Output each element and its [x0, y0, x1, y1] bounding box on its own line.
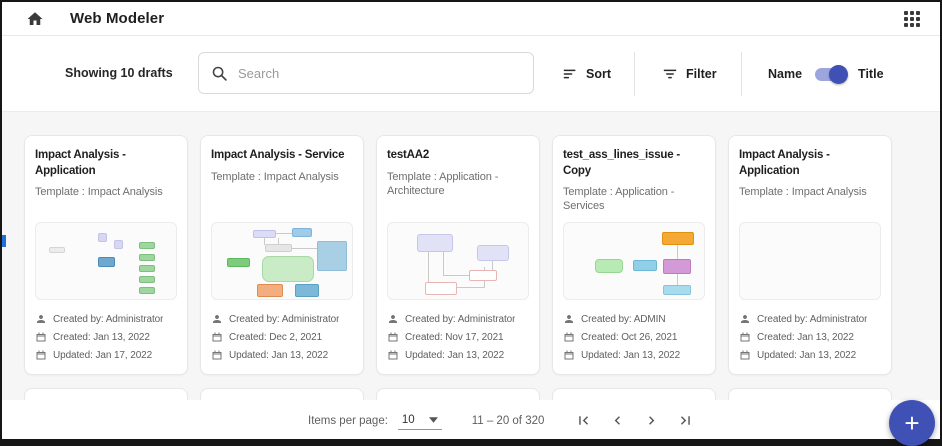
updated-text: Updated: Jan 17, 2022	[53, 349, 153, 361]
name-title-toggle-group: Name Title	[768, 59, 884, 89]
scroll-position-tick	[2, 235, 6, 247]
name-title-switch[interactable]	[815, 64, 849, 84]
sort-icon	[563, 69, 576, 79]
card-title: test_ass_lines_issue - Copy	[563, 149, 681, 177]
page-title: Web Modeler	[70, 10, 165, 27]
toggle-right-label: Title	[858, 67, 884, 81]
diagram-thumbnail	[739, 222, 881, 300]
diagram-thumbnail	[563, 222, 705, 300]
add-new-draft-button[interactable]: +	[889, 400, 935, 446]
sort-button[interactable]: Sort	[562, 59, 611, 89]
search-icon	[212, 66, 227, 81]
card-template: Template : Application - Architecture	[387, 170, 499, 197]
next-page-button[interactable]	[640, 410, 662, 432]
calendar-icon	[36, 350, 46, 360]
plus-icon: +	[904, 408, 920, 438]
card-title: Impact Analysis - Service	[211, 149, 345, 161]
draft-card[interactable]: test_ass_lines_issue - Copy Template : A…	[552, 135, 716, 375]
calendar-icon	[212, 332, 222, 342]
toolbar-divider	[634, 52, 635, 96]
diagram-thumbnail	[35, 222, 177, 300]
calendar-icon	[212, 350, 222, 360]
sort-label: Sort	[586, 67, 611, 81]
calendar-icon	[564, 350, 574, 360]
diagram-thumbnail	[387, 222, 529, 300]
switch-knob	[829, 64, 849, 84]
updated-text: Updated: Jan 13, 2022	[405, 349, 505, 361]
diagram-thumbnail	[211, 222, 353, 300]
cards-area: Impact Analysis - Application Template :…	[2, 111, 940, 446]
created-text: Created: Nov 17, 2021	[405, 331, 504, 343]
apps-grid-icon[interactable]	[904, 10, 920, 27]
created-by-text: Created by: Administrator	[229, 313, 340, 325]
created-text: Created: Jan 13, 2022	[53, 331, 150, 343]
first-page-button[interactable]	[572, 410, 594, 432]
updated-text: Updated: Jan 13, 2022	[757, 349, 857, 361]
calendar-icon	[36, 332, 46, 342]
toolbar-divider	[741, 52, 742, 96]
paginator-bar: Items per page: 10 11 – 20 of 320	[2, 400, 940, 441]
toggle-left-label: Name	[768, 67, 803, 81]
filter-icon	[663, 69, 677, 79]
updated-text: Updated: Jan 13, 2022	[229, 349, 329, 361]
card-template: Template : Application - Services	[563, 186, 675, 213]
card-template: Template : Impact Analysis	[211, 170, 339, 183]
last-page-button[interactable]	[674, 410, 696, 432]
chevron-left-icon	[614, 416, 620, 425]
search-input[interactable]	[238, 65, 521, 81]
calendar-icon	[740, 350, 750, 360]
person-icon	[741, 315, 749, 323]
app-header: Web Modeler	[2, 2, 940, 36]
created-by-text: Created by: Administrator	[757, 313, 868, 325]
created-by-text: Created by: ADMIN	[581, 313, 666, 325]
chevron-right-icon	[648, 416, 655, 425]
showing-drafts-text: Showing 10 drafts	[65, 66, 173, 80]
draft-card[interactable]: Impact Analysis - Service Template : Imp…	[200, 135, 364, 375]
person-icon	[37, 315, 45, 323]
filter-button[interactable]: Filter	[662, 59, 717, 89]
created-by-text: Created by: Administrator	[405, 313, 516, 325]
items-per-page-select[interactable]: 10	[397, 412, 442, 430]
card-template: Template : Impact Analysis	[35, 186, 163, 199]
page-range-text: 11 – 20 of 320	[471, 414, 545, 427]
draft-card[interactable]: Impact Analysis - Application Template :…	[728, 135, 892, 375]
calendar-icon	[388, 350, 398, 360]
calendar-icon	[564, 332, 574, 342]
card-template: Template : Impact Analysis	[739, 186, 867, 199]
dropdown-caret-icon	[428, 416, 438, 423]
created-text: Created: Jan 13, 2022	[757, 331, 854, 343]
person-icon	[565, 315, 573, 323]
person-icon	[389, 315, 397, 323]
previous-page-button[interactable]	[606, 410, 628, 432]
draft-card[interactable]: testAA2 Template : Application - Archite…	[376, 135, 540, 375]
card-title: Impact Analysis - Application	[35, 149, 126, 177]
items-per-page-label: Items per page:	[308, 414, 388, 427]
filter-label: Filter	[686, 67, 717, 81]
last-page-icon	[680, 416, 690, 425]
home-icon[interactable]	[26, 10, 44, 28]
items-per-page-value: 10	[401, 413, 415, 426]
updated-text: Updated: Jan 13, 2022	[581, 349, 681, 361]
window-bottom-border	[2, 439, 940, 446]
toolbar: Showing 10 drafts Sort Filter Name	[2, 37, 940, 111]
person-icon	[213, 315, 221, 323]
created-by-text: Created by: Administrator	[53, 313, 164, 325]
card-title: testAA2	[387, 149, 430, 161]
pagination-controls	[572, 410, 696, 432]
created-text: Created: Oct 26, 2021	[581, 331, 678, 343]
first-page-icon	[579, 416, 588, 425]
calendar-icon	[740, 332, 750, 342]
created-text: Created: Dec 2, 2021	[229, 331, 323, 343]
card-title: Impact Analysis - Application	[739, 149, 830, 177]
calendar-icon	[388, 332, 398, 342]
draft-card[interactable]: Impact Analysis - Application Template :…	[24, 135, 188, 375]
search-box[interactable]	[198, 52, 534, 94]
